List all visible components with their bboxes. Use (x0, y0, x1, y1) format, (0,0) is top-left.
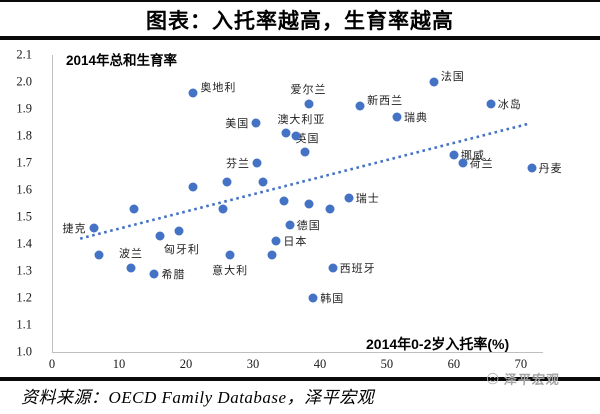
point-label-奥地利: 奥地利 (200, 81, 237, 94)
point-label-冰岛: 冰岛 (497, 98, 522, 111)
data-point-澳大利亚 (281, 128, 291, 138)
point-label-意大利: 意大利 (212, 264, 249, 277)
data-point-瑞士 (344, 193, 354, 203)
y-tick-label: 1.4 (16, 236, 32, 251)
brand-watermark: ☺ 泽平宏观 (483, 368, 561, 389)
point-label-日本: 日本 (283, 236, 308, 249)
point-label-荷兰: 荷兰 (469, 158, 494, 170)
data-point-意大利 (225, 250, 235, 260)
point-label-波兰: 波兰 (119, 248, 144, 261)
watermark-label: 泽平宏观 (503, 372, 561, 387)
point-label-捷克: 捷克 (62, 222, 87, 235)
data-point-捷克 (89, 223, 99, 233)
point-label-丹麦: 丹麦 (538, 163, 563, 176)
x-tick-label: 40 (313, 357, 327, 371)
y-tick-label: 1.1 (16, 317, 32, 332)
data-point-希腊 (149, 269, 159, 279)
data-point (129, 204, 139, 214)
chart-title: 图表：入托率越高，生育率越高 (146, 9, 454, 33)
y-tick-label: 1.0 (16, 344, 32, 359)
data-point (222, 177, 232, 187)
y-tick-label: 1.8 (16, 128, 32, 143)
point-label-匈牙利: 匈牙利 (163, 243, 200, 256)
data-point (267, 250, 277, 260)
x-axis-title: 2014年0-2岁入托率(%) (366, 336, 510, 352)
smiley-face-icon: ☺ (483, 368, 503, 389)
data-point (218, 204, 228, 214)
top-rule (0, 0, 600, 2)
y-axis-line (52, 55, 53, 353)
bottom-divider-rule (0, 377, 600, 381)
data-point-美国 (251, 118, 261, 127)
data-point-韩国 (308, 293, 318, 303)
x-tick-label: 50 (380, 357, 394, 371)
data-point (279, 196, 289, 206)
y-tick-label: 1.2 (16, 290, 32, 305)
point-label-法国: 法国 (440, 71, 465, 83)
x-tick-label: 30 (246, 357, 260, 371)
y-tick-label: 1.9 (16, 101, 32, 116)
data-point (94, 250, 104, 260)
y-tick-label: 1.5 (16, 209, 32, 224)
data-point (174, 226, 184, 235)
data-point (258, 177, 268, 187)
x-tick-label: 0 (48, 357, 56, 371)
data-point-芬兰 (252, 158, 262, 168)
point-label-希腊: 希腊 (161, 268, 186, 281)
y-tick-label: 1.7 (16, 155, 32, 170)
point-label-西班牙: 西班牙 (339, 263, 376, 276)
x-tick-label: 70 (514, 357, 528, 371)
x-tick-label: 20 (179, 357, 193, 371)
data-point-瑞典 (392, 112, 402, 122)
data-point-西班牙 (328, 263, 338, 273)
x-tick-label: 60 (447, 357, 461, 371)
data-point-冰岛 (486, 99, 496, 109)
x-axis-line (52, 352, 543, 353)
data-point-波兰 (126, 263, 136, 273)
data-point (304, 199, 314, 208)
title-divider-rule (0, 36, 600, 40)
data-point-奥地利 (188, 88, 198, 98)
data-point-法国 (429, 77, 439, 87)
data-point (325, 204, 335, 214)
data-point-荷兰 (458, 158, 468, 168)
data-point (188, 182, 198, 192)
x-tick-label: 10 (112, 357, 126, 371)
data-point-英国 (300, 147, 310, 157)
source-line: 资料来源：OECD Family Database，泽平宏观 (21, 388, 375, 407)
y-axis-title: 2014年总和生育率 (66, 53, 178, 68)
y-tick-label: 2.0 (16, 74, 32, 89)
point-label-芬兰: 芬兰 (225, 158, 250, 170)
point-label-澳大利亚: 澳大利亚 (277, 114, 326, 127)
y-tick-label: 1.6 (16, 182, 32, 197)
y-tick-label: 1.3 (16, 263, 32, 278)
data-point-德国 (285, 220, 295, 230)
point-label-瑞士: 瑞士 (355, 193, 380, 206)
point-label-英国: 英国 (295, 133, 320, 146)
point-label-瑞典: 瑞典 (403, 112, 428, 125)
data-point-丹麦 (527, 163, 537, 173)
point-label-美国: 美国 (225, 117, 250, 130)
point-label-韩国: 韩国 (320, 293, 345, 305)
data-point (291, 131, 301, 141)
point-label-新西兰: 新西兰 (367, 95, 404, 108)
point-label-德国: 德国 (296, 220, 321, 233)
data-point-匈牙利 (155, 231, 165, 241)
y-tick-label: 2.1 (16, 47, 32, 62)
point-label-挪威: 挪威 (460, 149, 485, 162)
data-point-爱尔兰 (304, 99, 314, 109)
data-point-日本 (271, 236, 281, 246)
data-point-挪威 (449, 150, 459, 160)
point-label-爱尔兰: 爱尔兰 (290, 83, 327, 96)
data-point-新西兰 (355, 101, 365, 111)
